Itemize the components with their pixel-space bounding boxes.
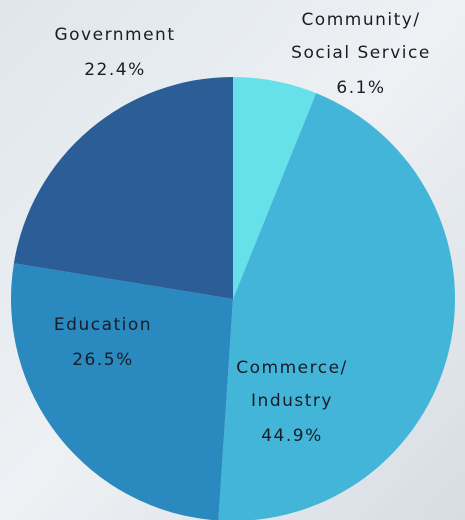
value-label: 26.5% [72,350,134,370]
slice-label: Commerce/Industry [236,358,348,411]
label-line: Commerce/ [236,358,348,378]
label-line: Government [54,25,175,45]
pie-slice [11,263,233,520]
pie-slice [13,77,233,299]
slice-label: Education [54,315,152,335]
value-label: 6.1% [336,78,385,98]
slice-label: Community/Social Service [291,10,431,63]
pie-slice [233,77,317,299]
value-label: 44.9% [261,426,323,446]
value-label: 22.4% [84,60,146,80]
label-line: Industry [251,391,333,411]
label-line: Community/ [301,10,420,30]
slice-label: Government [54,25,175,45]
label-line: Education [54,315,152,335]
label-line: Social Service [291,43,431,63]
pie-slice [218,93,455,520]
